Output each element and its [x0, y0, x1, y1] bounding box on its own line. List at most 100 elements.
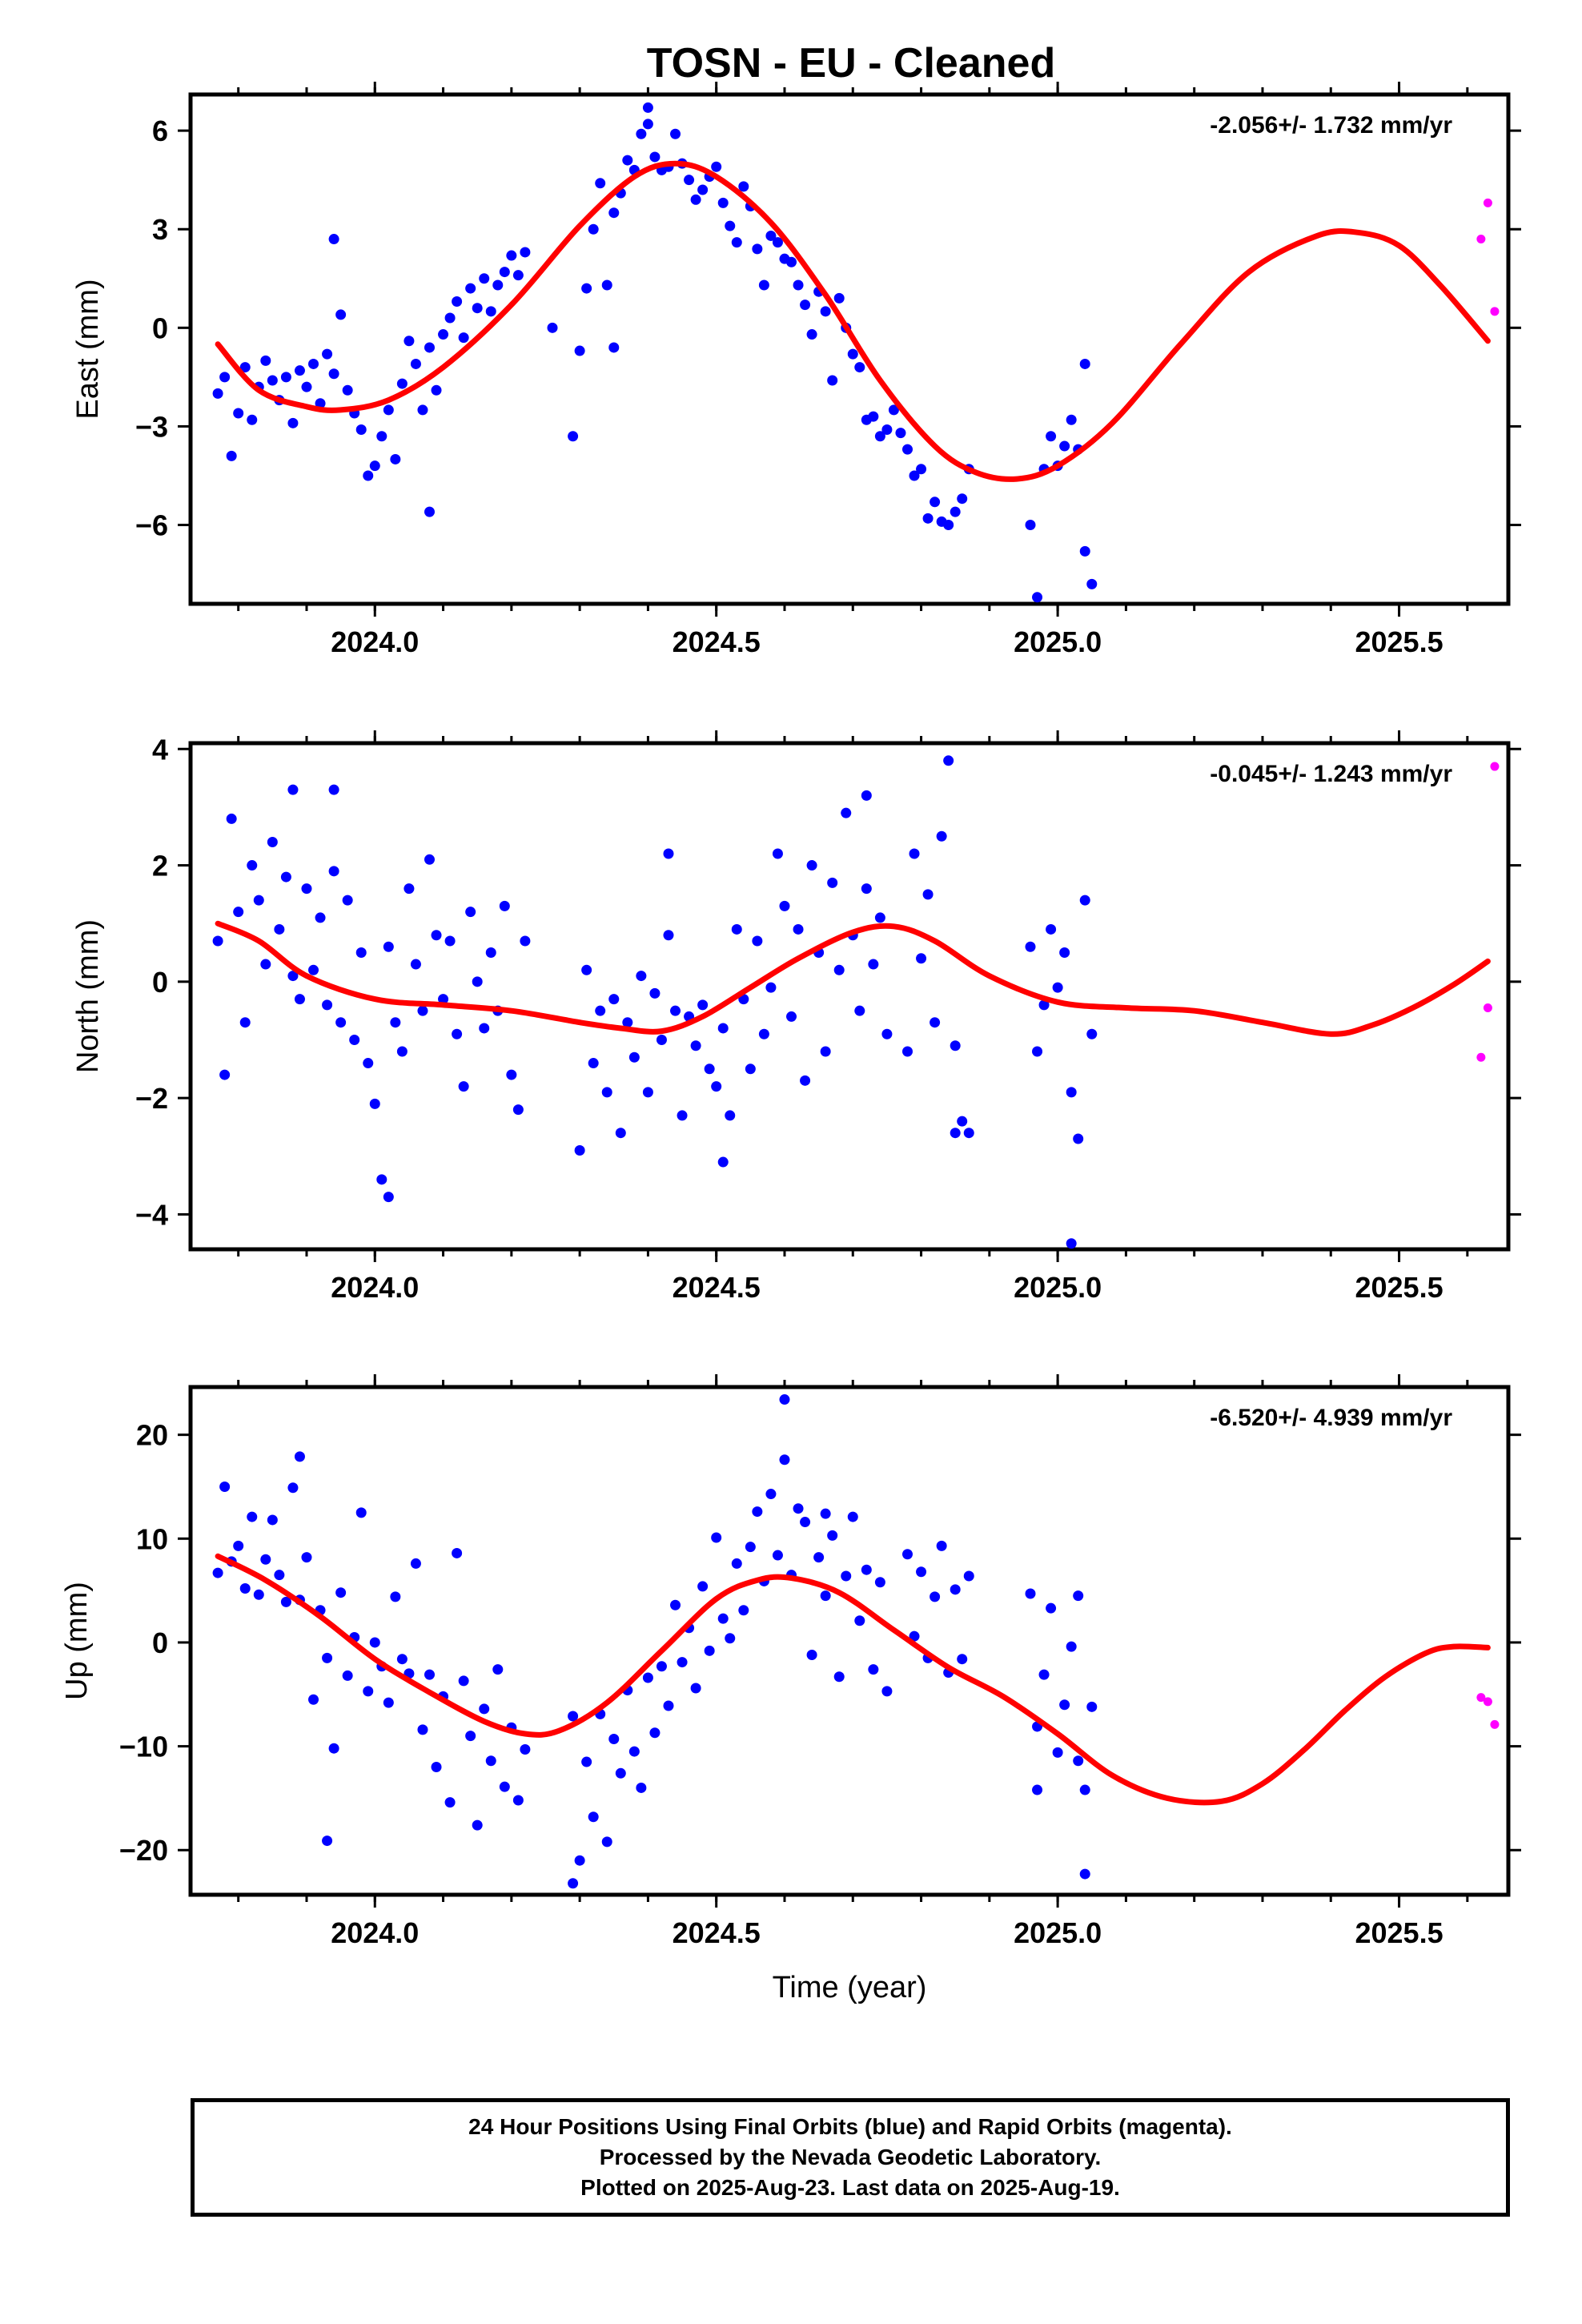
east-final-orbit-point [642, 102, 653, 113]
up-final-orbit-point [1073, 1755, 1084, 1767]
up-plot-frame [188, 1385, 1511, 1897]
north-final-orbit-point [765, 982, 777, 993]
north-final-orbit-point [444, 935, 456, 947]
up-final-orbit-point [581, 1756, 592, 1767]
east-final-orbit-point [888, 404, 899, 416]
north-final-orbit-point [581, 964, 592, 975]
east-final-orbit-point [588, 223, 599, 235]
north-final-orbit-point [677, 1110, 688, 1121]
up-final-orbit-point [410, 1558, 421, 1569]
north-final-orbit-point [909, 848, 920, 859]
up-final-orbit-point [950, 1584, 961, 1595]
up-final-orbit-point [568, 1878, 579, 1889]
up-final-orbit-point [745, 1542, 756, 1553]
east-final-orbit-point [684, 175, 695, 186]
up-final-orbit-point [328, 1743, 339, 1754]
up-final-orbit-point [779, 1394, 790, 1405]
north-final-orbit-point [957, 1116, 968, 1127]
east-final-orbit-point [212, 388, 223, 399]
up-final-orbit-point [615, 1767, 626, 1779]
north-final-orbit-point [226, 813, 237, 824]
up-final-orbit-point [1073, 1590, 1084, 1602]
east-final-orbit-point [868, 411, 879, 422]
up-final-orbit-point [233, 1540, 244, 1551]
up-final-orbit-point [1079, 1868, 1090, 1880]
up-final-orbit-point [820, 1508, 831, 1519]
east-y-tick-label: −3 [135, 410, 168, 443]
up-final-orbit-point [1066, 1641, 1077, 1652]
up-velocity-annotation: -6.520+/- 4.939 mm/yr [1210, 1405, 1452, 1431]
north-final-orbit-point [731, 923, 742, 935]
up-final-orbit-point [363, 1686, 374, 1697]
up-rapid-orbit-point [1483, 1697, 1492, 1707]
east-final-orbit-point [827, 375, 838, 386]
north-final-orbit-point [465, 907, 476, 918]
north-final-orbit-point [936, 830, 947, 842]
north-final-orbit-point [861, 883, 872, 895]
up-final-orbit-point [280, 1596, 291, 1607]
up-final-orbit-point [827, 1530, 838, 1541]
east-final-orbit-point [820, 306, 831, 317]
north-final-orbit-point [274, 923, 285, 935]
up-y-tick-label: 10 [136, 1522, 168, 1555]
up-final-orbit-point [253, 1589, 264, 1600]
up-final-orbit-point [642, 1672, 653, 1683]
east-final-orbit-point [901, 444, 913, 455]
up-final-orbit-point [260, 1554, 271, 1565]
north-final-orbit-point [697, 999, 709, 1011]
east-final-orbit-point [294, 365, 305, 376]
east-final-orbit-point [322, 348, 333, 360]
up-y-tick-label: 20 [136, 1419, 168, 1452]
up-final-orbit-point [628, 1746, 640, 1757]
east-final-orbit-point [226, 450, 237, 461]
north-final-orbit-point [663, 848, 674, 859]
north-final-orbit-point [1052, 982, 1063, 993]
up-final-orbit-point [424, 1669, 435, 1680]
east-final-orbit-point [547, 322, 558, 333]
north-final-orbit-point [417, 1005, 428, 1016]
north-final-orbit-point [1066, 1238, 1077, 1249]
north-final-orbit-point [601, 1087, 612, 1098]
east-final-orbit-point [758, 279, 769, 291]
north-final-orbit-point [901, 1046, 913, 1057]
up-final-orbit-point [322, 1652, 333, 1663]
up-final-orbit-point [431, 1762, 442, 1773]
east-final-orbit-point [622, 155, 633, 166]
north-final-orbit-point [479, 1023, 490, 1034]
north-final-orbit-point [383, 941, 394, 952]
east-final-orbit-point [930, 497, 941, 508]
north-final-orbit-point [854, 1005, 865, 1016]
north-x-tick-label: 2024.5 [673, 1271, 761, 1304]
north-y-tick-label: 4 [152, 733, 168, 766]
north-final-orbit-point [1079, 895, 1090, 906]
up-final-orbit-point [841, 1570, 852, 1582]
up-final-orbit-point [957, 1654, 968, 1665]
up-final-orbit-point [765, 1489, 777, 1500]
north-final-orbit-point [287, 971, 299, 982]
up-final-orbit-point [697, 1581, 709, 1592]
east-final-orbit-point [847, 348, 858, 360]
east-final-orbit-point [738, 181, 749, 192]
north-plot-frame [188, 741, 1511, 1252]
up-final-orbit-point [568, 1711, 579, 1722]
north-y-tick-label: 2 [152, 850, 168, 883]
north-final-orbit-point [1073, 1133, 1084, 1144]
east-final-orbit-point [574, 345, 585, 356]
up-final-orbit-point [874, 1577, 885, 1588]
up-x-axis-label: Time (year) [773, 1971, 927, 2004]
north-final-orbit-point [704, 1063, 715, 1075]
up-final-orbit-point [274, 1570, 285, 1581]
up-final-orbit-point [704, 1645, 715, 1656]
east-final-orbit-point [957, 493, 968, 505]
north-x-tick-label: 2025.0 [1014, 1271, 1102, 1304]
up-x-tick-label: 2025.0 [1014, 1916, 1102, 1949]
north-final-orbit-point [711, 1081, 722, 1092]
east-plot-frame [188, 92, 1511, 606]
east-final-orbit-point [219, 372, 231, 383]
up-final-orbit-point [963, 1570, 974, 1582]
up-rapid-orbit-point [1476, 1693, 1486, 1703]
up-final-orbit-point [479, 1703, 490, 1715]
north-final-orbit-point [322, 999, 333, 1011]
north-final-orbit-point [670, 1005, 681, 1016]
east-final-orbit-point [1086, 578, 1098, 589]
